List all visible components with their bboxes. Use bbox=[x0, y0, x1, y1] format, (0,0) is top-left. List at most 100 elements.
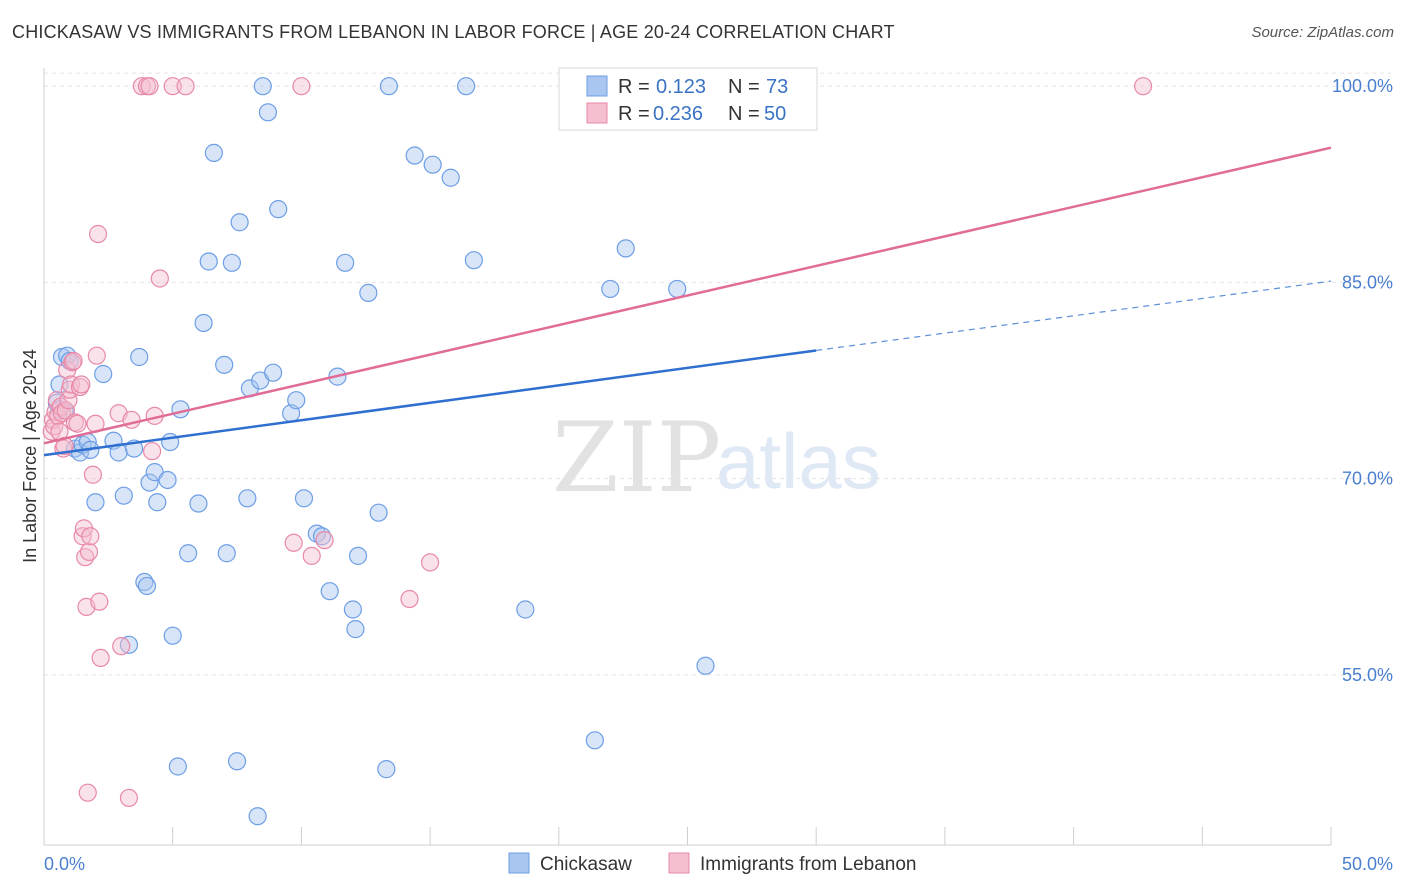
y-tick-label: 55.0% bbox=[1342, 665, 1393, 685]
chickasaw-point bbox=[168, 757, 187, 776]
y-axis-label: In Labor Force | Age 20-24 bbox=[20, 349, 40, 563]
trend-line-lebanon bbox=[43, 146, 1332, 445]
chickasaw-point bbox=[668, 279, 687, 299]
watermark-atlas: atlas bbox=[716, 417, 881, 505]
chickasaw-point bbox=[346, 620, 365, 639]
legend-r-chickasaw: 0.123 bbox=[656, 76, 706, 98]
chickasaw-point bbox=[248, 807, 267, 826]
legend-swatch-chickasaw bbox=[586, 75, 608, 97]
chickasaw-point bbox=[405, 146, 424, 165]
lebanon-point bbox=[315, 531, 334, 550]
lebanon-point bbox=[63, 353, 82, 372]
data-points bbox=[42, 77, 1153, 826]
chickasaw-point bbox=[369, 503, 388, 522]
lebanon-point bbox=[140, 77, 159, 96]
chickasaw-point bbox=[343, 600, 362, 619]
chickasaw-point bbox=[377, 760, 396, 779]
chart-source: Source: ZipAtlas.com bbox=[1251, 24, 1394, 41]
legend-n-label: N = bbox=[728, 76, 760, 98]
trend-lines bbox=[43, 146, 1332, 457]
legend-label-chickasaw: Chickasaw bbox=[540, 854, 632, 875]
chickasaw-point bbox=[163, 626, 182, 645]
chickasaw-point bbox=[464, 251, 483, 270]
chickasaw-point bbox=[423, 155, 442, 174]
chickasaw-point bbox=[130, 347, 149, 367]
chickasaw-point bbox=[379, 77, 399, 96]
chickasaw-point bbox=[119, 635, 139, 654]
chickasaw-point bbox=[222, 253, 242, 272]
legend-n-lebanon: 50 bbox=[764, 103, 786, 125]
lebanon-point bbox=[81, 527, 100, 546]
y-tick-label: 85.0% bbox=[1342, 272, 1393, 292]
chickasaw-point bbox=[199, 252, 218, 271]
lebanon-point bbox=[64, 351, 83, 371]
lebanon-point bbox=[87, 346, 106, 365]
lebanon-point bbox=[284, 533, 303, 552]
lebanon-point bbox=[68, 414, 87, 433]
legend-swatch-lebanon bbox=[586, 102, 608, 124]
chickasaw-point bbox=[253, 77, 272, 96]
chickasaw-point bbox=[227, 752, 247, 771]
axes bbox=[43, 68, 1332, 846]
trend-line-chickasaw-extension bbox=[816, 280, 1332, 352]
chickasaw-point bbox=[696, 656, 715, 675]
chickasaw-point bbox=[238, 489, 257, 508]
chickasaw-point bbox=[320, 582, 339, 601]
lebanon-point bbox=[176, 77, 195, 96]
legend-swatch-lebanon bbox=[668, 852, 690, 874]
chickasaw-point bbox=[94, 364, 113, 384]
y-tick-labels: 55.0% 70.0% 85.0% 100.0% bbox=[1332, 76, 1393, 685]
chickasaw-point bbox=[269, 200, 288, 219]
chickasaw-point bbox=[287, 391, 306, 410]
lebanon-point bbox=[83, 465, 103, 484]
chickasaw-point bbox=[263, 363, 283, 382]
lebanon-point bbox=[143, 442, 162, 461]
chickasaw-point bbox=[348, 546, 368, 565]
chickasaw-point bbox=[336, 253, 355, 272]
lebanon-point bbox=[150, 269, 169, 288]
legend-r-label: R = bbox=[618, 103, 650, 125]
chickasaw-point bbox=[194, 313, 213, 333]
chickasaw-point bbox=[217, 544, 236, 563]
bottom-legend: Chickasaw Immigrants from Lebanon bbox=[508, 852, 917, 875]
chart-title: CHICKASAW VS IMMIGRANTS FROM LEBANON IN … bbox=[12, 22, 895, 42]
lebanon-point bbox=[119, 788, 139, 808]
legend-swatch-chickasaw bbox=[508, 852, 530, 874]
lebanon-point bbox=[421, 553, 440, 572]
lebanon-point bbox=[112, 637, 131, 656]
y-tick-label: 100.0% bbox=[1332, 76, 1393, 96]
legend-n-label: N = bbox=[728, 103, 760, 125]
chickasaw-point bbox=[258, 103, 278, 122]
lebanon-point bbox=[163, 77, 182, 96]
lebanon-point bbox=[292, 77, 311, 96]
lebanon-point bbox=[302, 546, 321, 565]
lebanon-point bbox=[78, 783, 97, 802]
chickasaw-point bbox=[158, 470, 177, 490]
chickasaw-point bbox=[616, 239, 635, 258]
lebanon-point bbox=[88, 224, 108, 244]
legend-r-lebanon: 0.236 bbox=[653, 103, 703, 125]
lebanon-point bbox=[72, 375, 91, 394]
chickasaw-point bbox=[457, 77, 476, 96]
chickasaw-point bbox=[189, 494, 208, 513]
lebanon-point bbox=[91, 648, 110, 668]
watermark: ZIP atlas bbox=[552, 402, 881, 514]
chickasaw-point bbox=[601, 279, 620, 299]
chickasaw-point bbox=[179, 544, 198, 563]
lebanon-point bbox=[79, 542, 99, 562]
chickasaw-point bbox=[148, 493, 167, 512]
chickasaw-point bbox=[516, 600, 535, 619]
top-legend: R = 0.123 N = 73 R = 0.236 N = 50 bbox=[558, 67, 818, 131]
chickasaw-point bbox=[114, 486, 133, 505]
watermark-zip: ZIP bbox=[552, 402, 721, 514]
legend-n-chickasaw: 73 bbox=[766, 76, 788, 98]
chickasaw-point bbox=[171, 400, 190, 419]
y-tick-label: 70.0% bbox=[1342, 469, 1393, 489]
chickasaw-point bbox=[294, 489, 314, 508]
lebanon-point bbox=[1133, 77, 1153, 96]
legend-label-lebanon: Immigrants from Lebanon bbox=[700, 854, 917, 875]
legend-r-label: R = bbox=[618, 76, 650, 98]
chickasaw-point bbox=[204, 143, 223, 162]
lebanon-point bbox=[132, 77, 151, 96]
